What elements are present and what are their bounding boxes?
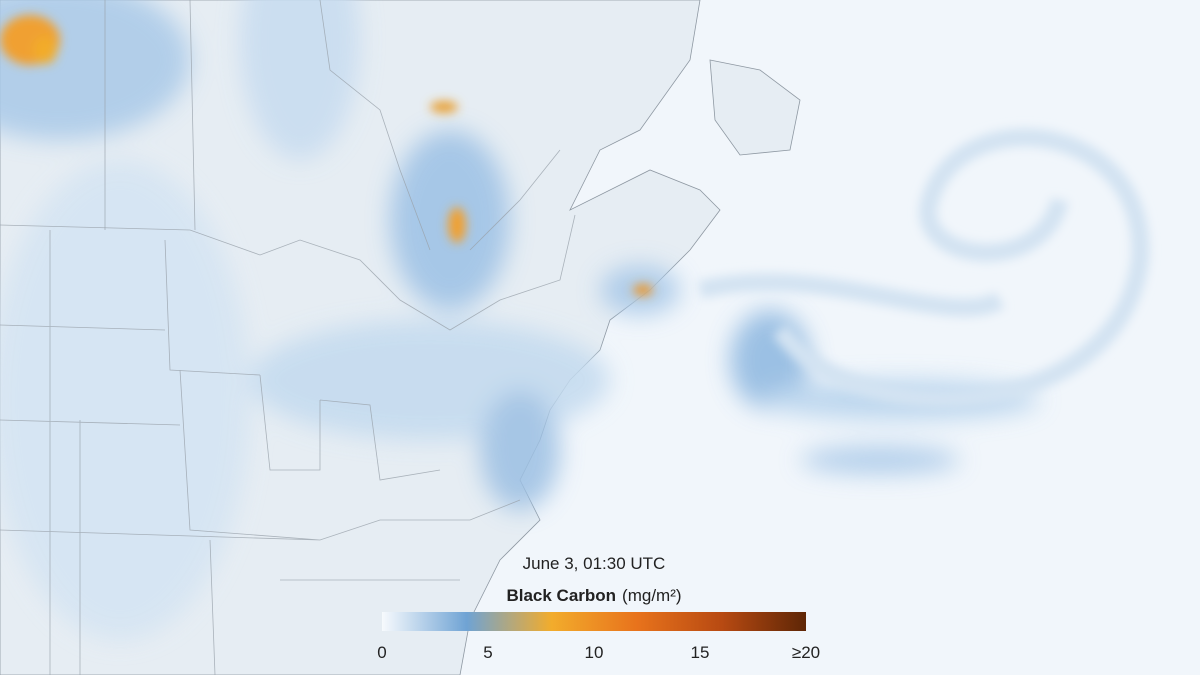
borders — [0, 0, 576, 675]
swirl — [697, 128, 1150, 409]
legend-unit: (mg/m²) — [622, 586, 681, 605]
colorbar — [382, 612, 806, 631]
colorbar-tick-label: 15 — [691, 643, 710, 662]
timestamp: June 3, 01:30 UTC — [523, 554, 666, 573]
smoke-plumes — [0, 0, 1040, 640]
colorbar-tick-label: 10 — [585, 643, 604, 662]
fire-hotspots — [0, 15, 653, 296]
legend-title-text: Black Carbon — [506, 586, 616, 605]
colorbar-tick-label: ≥20 — [792, 643, 820, 662]
colorbar-tick-label: 0 — [377, 643, 386, 662]
legend-title: Black Carbon (mg/m²) — [506, 586, 681, 605]
colorbar-tick-label: 5 — [483, 643, 492, 662]
